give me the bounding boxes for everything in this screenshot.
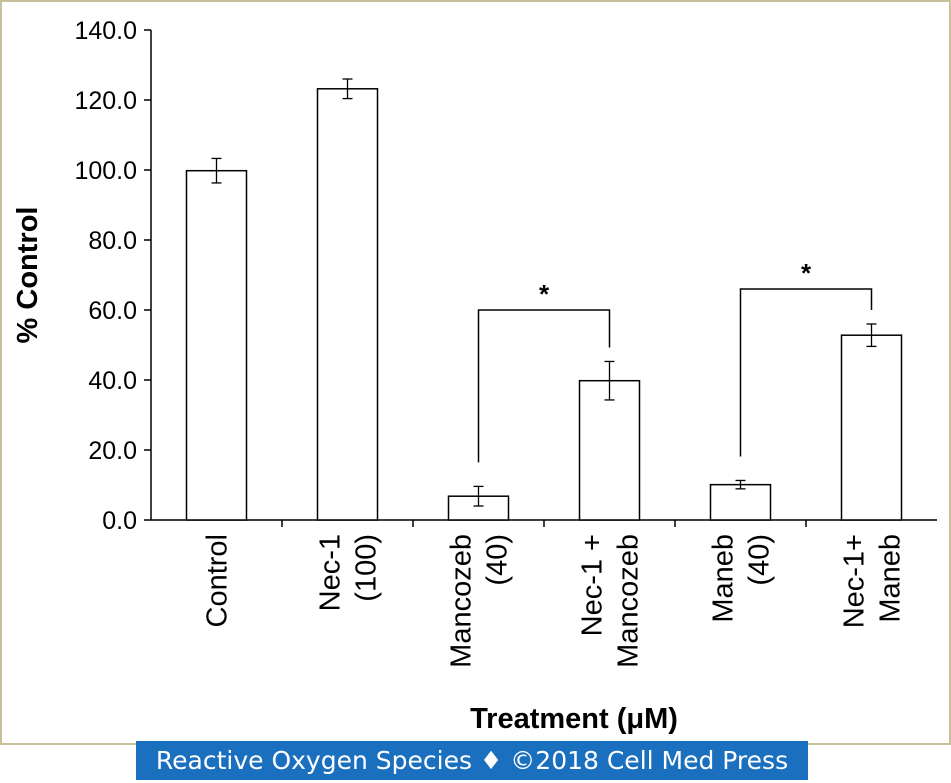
bar <box>316 88 379 521</box>
y-tick-label: 40.0 <box>88 367 137 395</box>
significance-label: * <box>539 279 550 309</box>
significance-bracket <box>477 309 611 463</box>
y-tick-label: 100.0 <box>74 157 137 185</box>
bar <box>185 169 248 521</box>
x-tick-label: Mancozeb <box>613 534 645 668</box>
x-tick-label: Mancozeb <box>446 534 478 668</box>
y-tick-label: 140.0 <box>74 17 137 45</box>
bar <box>578 379 641 521</box>
x-tick-label: (100) <box>351 534 383 602</box>
bar <box>709 483 772 521</box>
x-tick-label: Maneb <box>708 534 740 623</box>
x-tick-label: Maneb <box>875 534 907 623</box>
significance-bracket <box>739 288 873 457</box>
x-tick-label: Nec-1 <box>315 534 347 611</box>
bar <box>840 334 903 521</box>
x-tick-label: Nec-1 + <box>577 534 609 636</box>
figure-frame <box>0 0 951 745</box>
x-axis-title: Treatment (μM) <box>470 703 678 735</box>
y-axis-title: % Control <box>12 207 44 344</box>
copyright-banner: Reactive Oxygen Species ♦ ©2018 Cell Med… <box>136 741 808 780</box>
y-tick-label: 60.0 <box>88 297 137 325</box>
x-tick-label: (40) <box>482 534 514 586</box>
y-tick-label: 20.0 <box>88 437 137 465</box>
y-tick-label: 0.0 <box>102 507 137 535</box>
significance-label: * <box>801 258 812 288</box>
x-tick-label: Nec-1+ <box>839 534 871 628</box>
x-tick-label: Control <box>202 534 234 628</box>
x-tick-label: (40) <box>744 534 776 586</box>
bar-chart: 0.0 20.0 40.0 60.0 80.0 100.0 120.0 140.0 % Cont… <box>12 17 937 735</box>
y-tick-label: 120.0 <box>74 87 137 115</box>
y-tick-label: 80.0 <box>88 227 137 255</box>
